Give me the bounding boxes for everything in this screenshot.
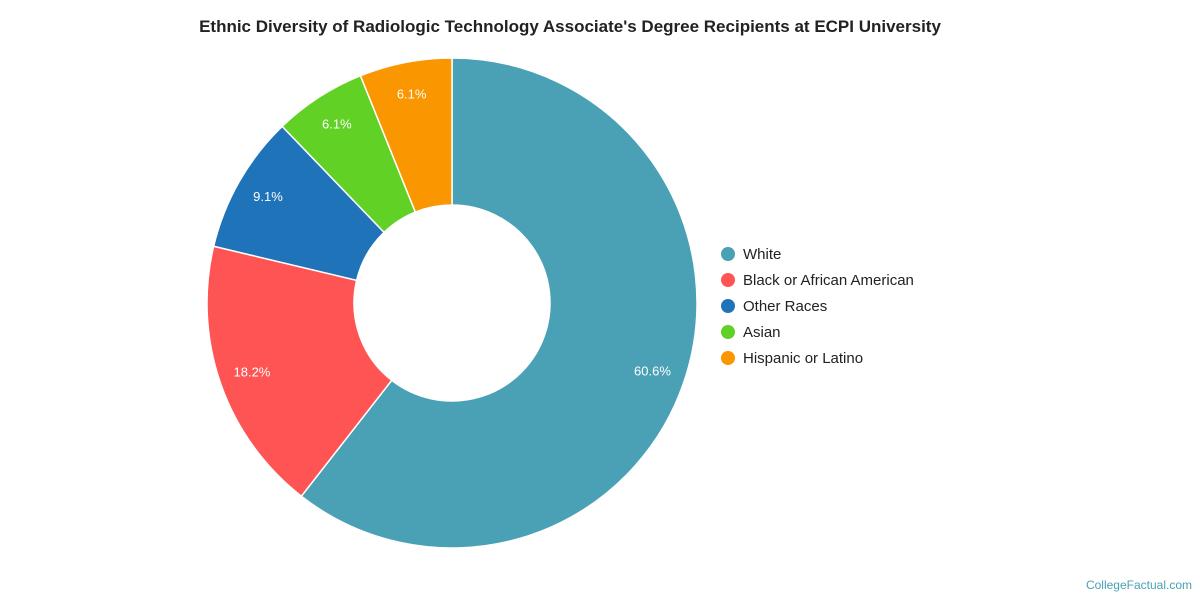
legend-item-other-races[interactable]: Other Races [721,293,914,319]
legend-label-other-races: Other Races [743,297,828,315]
slice-black-or-african-american[interactable] [206,245,393,498]
legend-swatch-hispanic-or-latino [721,351,735,365]
legend-item-hispanic-or-latino[interactable]: Hispanic or Latino [721,345,914,371]
legend-swatch-asian [721,325,735,339]
legend-label-black-or-african-american: Black or African American [743,271,914,289]
slice-label-hispanic-or-latino: 6.1% [397,86,427,101]
legend-swatch-white [721,247,735,261]
legend-swatch-black-or-african-american [721,273,735,287]
slice-label-asian: 6.1% [322,116,352,131]
legend-label-white: White [743,245,782,263]
slice-label-other-races: 9.1% [253,189,283,204]
chart-title: Ethnic Diversity of Radiologic Technolog… [199,17,941,36]
slice-white[interactable] [300,57,698,549]
slice-label-black-or-african-american: 18.2% [234,365,271,380]
legend-swatch-other-races [721,299,735,313]
slice-hispanic-or-latino[interactable] [359,57,453,214]
source-credit[interactable]: CollegeFactual.com [1085,578,1192,592]
legend-label-asian: Asian [743,323,781,341]
legend-item-black-or-african-american[interactable]: Black or African American [721,267,914,293]
legend-item-asian[interactable]: Asian [721,319,914,345]
legend-label-hispanic-or-latino: Hispanic or Latino [743,349,864,367]
slice-label-white: 60.6% [634,363,671,378]
legend-item-white[interactable]: White [721,241,914,267]
legend: White Black or African American Other Ra… [721,241,914,371]
